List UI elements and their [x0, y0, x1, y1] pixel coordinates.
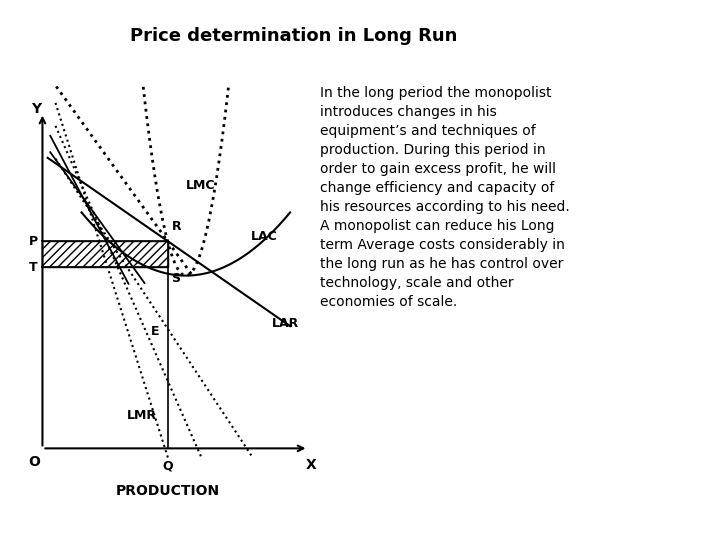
Text: S: S: [171, 272, 181, 285]
Text: LAR: LAR: [272, 317, 299, 330]
Text: E: E: [151, 325, 160, 338]
Text: Q: Q: [162, 460, 173, 473]
Text: P: P: [29, 234, 38, 247]
Text: R: R: [171, 220, 181, 233]
Text: X: X: [305, 458, 316, 472]
Text: In the long period the monopolist
introduces changes in his
equipment’s and tech: In the long period the monopolist introd…: [320, 86, 570, 309]
Polygon shape: [42, 241, 168, 267]
Text: O: O: [29, 455, 40, 469]
Text: Y: Y: [31, 103, 41, 117]
Text: LMC: LMC: [186, 179, 215, 192]
Text: LMR: LMR: [127, 409, 156, 422]
Text: T: T: [29, 261, 37, 274]
Text: LAC: LAC: [251, 230, 278, 242]
Text: PRODUCTION: PRODUCTION: [115, 484, 220, 498]
Text: Price determination in Long Run: Price determination in Long Run: [130, 27, 457, 45]
